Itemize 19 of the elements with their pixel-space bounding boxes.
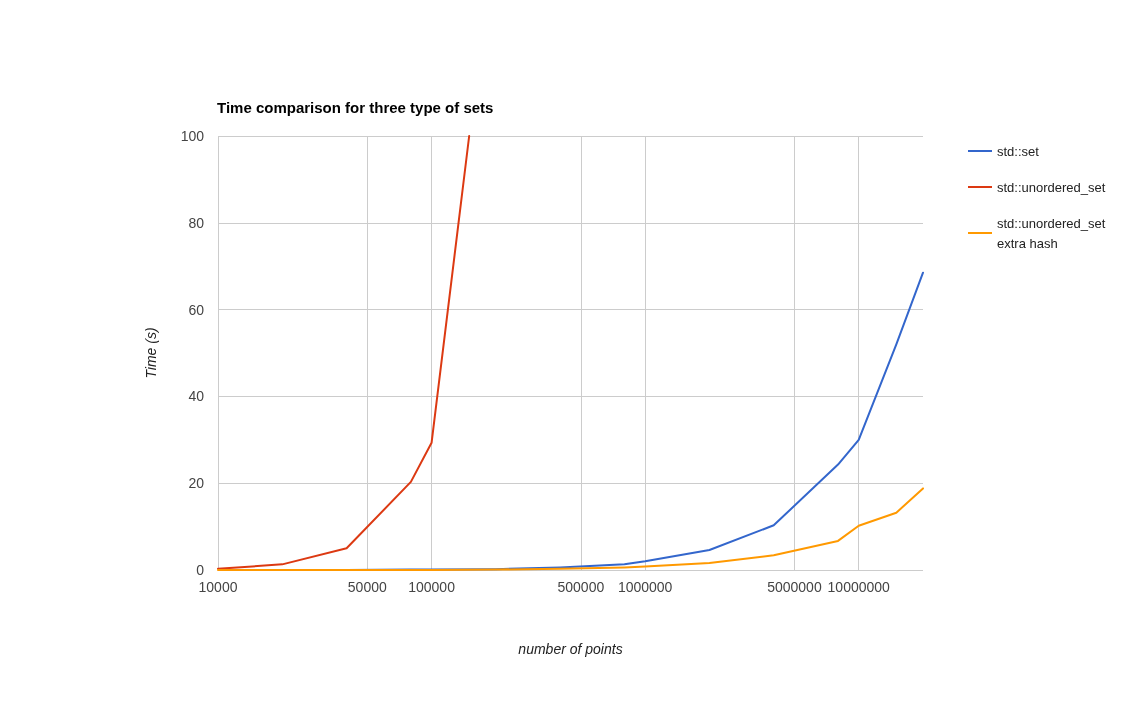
x-tick-label: 10000	[198, 579, 238, 595]
x-tick-label: 5000000	[767, 579, 822, 595]
x-tick-label: 100000	[408, 579, 456, 595]
y-tick-label: 100	[180, 128, 205, 144]
y-tick-label: 60	[188, 301, 205, 318]
y-tick-label: 40	[188, 388, 205, 405]
x-tick-label: 1000000	[617, 579, 673, 595]
legend-label: std::set	[997, 143, 1040, 159]
y-tick-label: 0	[196, 562, 205, 578]
chart-title: Time comparison for three type of sets	[217, 99, 494, 116]
x-tick-label: 10000000	[827, 579, 891, 595]
legend-label: std::unordered_set extra hash	[997, 215, 1110, 251]
x-tick-label: 500000	[557, 579, 605, 595]
x-tick-label: 50000	[347, 579, 387, 595]
y-tick-label: 80	[188, 214, 205, 231]
y-axis-title: Time (s)	[143, 327, 159, 379]
legend-label: std::unordered_set	[997, 179, 1106, 195]
y-tick-label: 20	[188, 475, 205, 492]
x-axis-title: number of points	[518, 641, 623, 657]
